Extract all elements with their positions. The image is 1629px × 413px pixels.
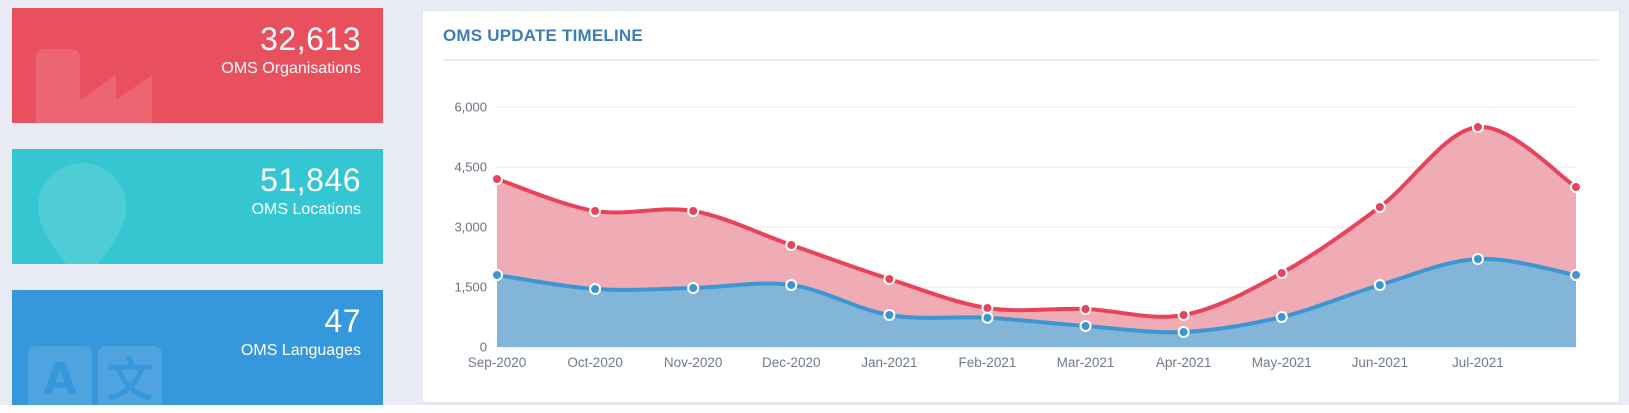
organisations-stat: 32,613 OMS Organisations: [221, 20, 361, 79]
x-axis-label: Jan-2021: [861, 355, 917, 370]
panel-title: OMS UPDATE TIMELINE: [443, 11, 1599, 61]
bottom-strip: [0, 405, 1629, 413]
data-point-blue[interactable]: [981, 311, 994, 324]
locations-count: 51,846: [260, 162, 361, 198]
data-point-blue[interactable]: [687, 282, 700, 294]
x-axis-label: Mar-2021: [1057, 355, 1115, 370]
x-axis-label: Jun-2021: [1352, 355, 1408, 370]
stat-cards-column: 32,613 OMS Organisations 51,846 OMS Loca…: [12, 8, 383, 413]
stat-card-locations[interactable]: 51,846 OMS Locations: [12, 149, 383, 264]
data-point-blue[interactable]: [1079, 320, 1092, 332]
data-point-blue[interactable]: [1570, 269, 1582, 281]
x-axis-label: Feb-2021: [959, 355, 1017, 370]
y-axis-label: 3,000: [454, 220, 487, 235]
data-point-red[interactable]: [1570, 181, 1582, 193]
stat-card-languages[interactable]: A 文 47 OMS Languages: [12, 290, 383, 405]
data-point-red[interactable]: [1471, 121, 1484, 133]
data-point-blue[interactable]: [1471, 253, 1484, 265]
languages-stat: 47 OMS Languages: [241, 302, 361, 361]
data-point-red[interactable]: [1275, 267, 1288, 279]
data-point-blue[interactable]: [1177, 326, 1190, 338]
timeline-chart: 0 1,500 3,000 4,500 6,000 Sep-2020 Oct-2020 Nov…: [443, 97, 1599, 381]
x-axis-label: Jul-2021: [1452, 355, 1504, 370]
y-axis-label: 6,000: [454, 100, 487, 115]
stat-card-organisations[interactable]: 32,613 OMS Organisations: [12, 8, 383, 123]
data-point-red[interactable]: [1373, 201, 1386, 213]
area-blue: [497, 258, 1576, 347]
y-axis-label: 4,500: [454, 160, 487, 175]
line-red: [496, 124, 1578, 319]
organisations-label: OMS Organisations: [221, 60, 361, 77]
data-point-red[interactable]: [981, 302, 994, 314]
data-point-blue[interactable]: [883, 309, 896, 321]
data-point-red[interactable]: [1079, 303, 1092, 315]
data-point-red[interactable]: [491, 173, 503, 185]
data-point-red[interactable]: [1177, 309, 1190, 321]
languages-label: OMS Languages: [240, 342, 361, 359]
locations-stat: 51,846 OMS Locations: [252, 161, 361, 220]
organisations-count: 32,613: [260, 21, 361, 57]
data-point-red[interactable]: [883, 273, 896, 285]
translate-icon: A 文: [28, 346, 162, 405]
cjk-glyph: 文: [107, 353, 153, 405]
timeline-chart-svg: 0 1,500 3,000 4,500 6,000 Sep-2020 Oct-2020 Nov…: [454, 100, 1582, 370]
data-point-red[interactable]: [785, 239, 798, 251]
x-axis-label: Dec-2020: [762, 355, 821, 370]
x-axis-label: Nov-2020: [664, 355, 723, 370]
data-point-blue[interactable]: [1275, 311, 1288, 323]
y-axis-label: 0: [480, 340, 487, 355]
x-axis-label: Apr-2021: [1156, 355, 1212, 370]
data-point-red[interactable]: [687, 205, 700, 217]
y-axis-label: 1,500: [454, 280, 487, 295]
location-pin-icon: [38, 163, 126, 264]
languages-count: 47: [324, 303, 361, 339]
data-point-blue[interactable]: [785, 279, 798, 291]
data-point-blue[interactable]: [1373, 279, 1386, 291]
data-point-blue[interactable]: [491, 269, 503, 281]
factory-icon: [36, 49, 152, 123]
x-axis-label: May-2021: [1252, 355, 1312, 370]
x-axis-label: Oct-2020: [567, 355, 623, 370]
x-axis-label: Sep-2020: [468, 355, 527, 370]
latin-a-glyph: A: [43, 354, 77, 405]
data-point-blue[interactable]: [589, 283, 602, 295]
locations-label: OMS Locations: [251, 201, 361, 218]
timeline-panel: OMS UPDATE TIMELINE 0 1,500 3,000 4,500 6,00…: [422, 10, 1620, 403]
data-point-red[interactable]: [589, 205, 602, 217]
